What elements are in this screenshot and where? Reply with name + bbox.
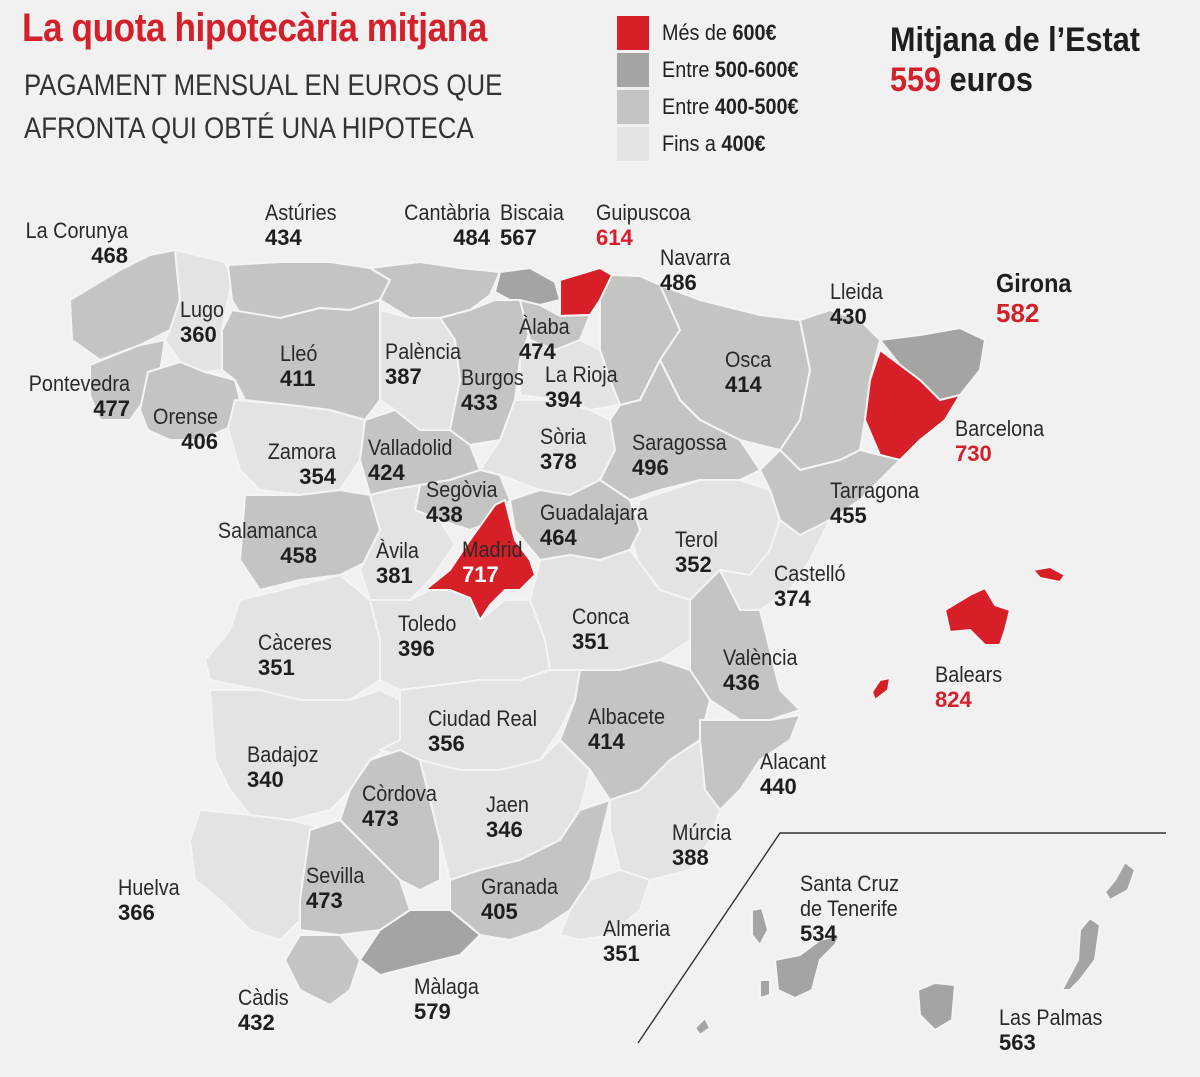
label-almeria: Almeria 351 — [603, 916, 671, 966]
region-barcelona[interactable] — [864, 349, 961, 461]
legend-swatch-red — [617, 15, 649, 50]
label-alaba: Àlaba 474 — [519, 314, 570, 364]
region-huelva[interactable] — [189, 809, 331, 941]
region-almeria[interactable] — [559, 869, 651, 941]
label-madrid: Madrid 717 — [462, 537, 523, 587]
map-title: La quota hipotecària mitjana — [22, 6, 487, 50]
label-osca: Osca 414 — [725, 347, 772, 397]
label-alacant: Alacant 440 — [760, 749, 827, 799]
label-jaen: Jaen 346 — [486, 792, 529, 842]
label-navarra: Navarra 486 — [660, 245, 731, 295]
region-santa-cruz-la-gomera[interactable] — [759, 979, 771, 999]
label-tarragona: Tarragona 455 — [830, 478, 920, 528]
region-las-palmas-lanzarote[interactable] — [1104, 861, 1136, 901]
region-balears-mallorca[interactable] — [944, 587, 1011, 646]
label-sevilla: Sevilla 473 — [306, 863, 365, 913]
region-santa-cruz-tenerife[interactable] — [774, 934, 841, 999]
label-santa-cruz-de-tenerife: Santa Cruz de Tenerife 534 — [800, 871, 900, 946]
label-saragossa: Saragossa 496 — [632, 430, 727, 480]
legend-item-over-600: Més de 600€ — [617, 14, 814, 51]
label-cantabria: Cantàbria 484 — [404, 200, 490, 250]
map-subtitle: PAGAMENT MENSUAL EN EUROS QUE AFRONTA QU… — [24, 64, 502, 150]
label-avila: Àvila 381 — [376, 538, 419, 588]
region-balears-eivissa[interactable] — [871, 677, 891, 701]
label-guipuscoa: Guipuscoa 614 — [596, 200, 691, 250]
label-ciudad-real: Ciudad Real 356 — [428, 706, 537, 756]
region-malaga[interactable] — [359, 909, 481, 976]
region-castello[interactable] — [719, 519, 831, 611]
label-huelva: Huelva 366 — [118, 875, 180, 925]
label-salamanca: Salamanca 458 — [217, 518, 317, 568]
label-palencia: Palència 387 — [385, 339, 461, 389]
label-conca: Conca 351 — [572, 604, 630, 654]
state-average-unit: euros — [941, 61, 1033, 99]
legend-swatch-light-gray — [617, 126, 649, 161]
label-la-corunya: La Corunya 468 — [25, 218, 129, 268]
label-balears: Balears 824 — [935, 662, 1003, 712]
label-badajoz: Badajoz 340 — [247, 742, 319, 792]
region-santa-cruz-la-palma[interactable] — [751, 907, 769, 946]
state-average-value: 559 — [890, 61, 942, 99]
label-zamora: Zamora 354 — [267, 439, 336, 489]
region-tarragona[interactable] — [759, 449, 901, 536]
canary-inset-frame — [637, 832, 1166, 1044]
label-toledo: Toledo 396 — [398, 611, 457, 661]
label-la-rioja: La Rioja 394 — [545, 362, 618, 412]
legend-item-400-500: Entre 400-500€ — [617, 88, 814, 125]
label-biscaia: Biscaia 567 — [500, 200, 564, 250]
label-caceres: Càceres 351 — [258, 630, 332, 680]
region-balears-menorca[interactable] — [1032, 566, 1066, 583]
region-avila[interactable] — [359, 484, 456, 601]
label-asturies: Astúries 434 — [265, 200, 337, 250]
label-soria: Sòria 378 — [540, 424, 587, 474]
region-las-palmas-fuerteventura[interactable] — [1061, 917, 1101, 991]
label-granada: Granada 405 — [481, 874, 559, 924]
state-average: Mitjana de l’Estat 559 euros — [890, 20, 1140, 100]
region-granada[interactable] — [449, 799, 611, 941]
region-guadalajara[interactable] — [509, 479, 641, 561]
region-conca[interactable] — [529, 549, 691, 671]
legend-item-under-400: Fins a 400€ — [617, 125, 814, 162]
label-albacete: Albacete 414 — [588, 704, 666, 754]
state-average-label: Mitjana de l’Estat — [890, 21, 1140, 59]
region-murcia[interactable] — [609, 739, 721, 881]
subtitle-line-2: AFRONTA QUI OBTÉ UNA HIPOTECA — [24, 112, 474, 145]
legend: Més de 600€ Entre 500-600€ Entre 400-500… — [617, 14, 814, 162]
label-valladolid: Valladolid 424 — [368, 435, 453, 485]
subtitle-line-1: PAGAMENT MENSUAL EN EUROS QUE — [24, 69, 503, 102]
label-terol: Terol 352 — [675, 527, 718, 577]
label-orense: Orense 406 — [153, 404, 218, 454]
label-lleida: Lleida 430 — [830, 279, 883, 329]
label-burgos: Burgos 433 — [461, 365, 524, 415]
label-segovia: Segòvia 438 — [426, 477, 498, 527]
label-pontevedra: Pontevedra 477 — [28, 371, 130, 421]
label-cordova: Còrdova 473 — [362, 781, 437, 831]
label-lleo: Lleó 411 — [280, 341, 318, 391]
label-murcia: Múrcia 388 — [672, 820, 732, 870]
label-cadis: Càdis 432 — [238, 985, 289, 1035]
label-castello: Castelló 374 — [774, 561, 846, 611]
label-valencia: València 436 — [723, 645, 798, 695]
label-las-palmas: Las Palmas 563 — [999, 1005, 1103, 1055]
legend-swatch-dark-gray — [617, 52, 649, 87]
region-santa-cruz-el-hierro[interactable] — [694, 1017, 711, 1036]
legend-swatch-mid-gray — [617, 89, 649, 124]
legend-item-500-600: Entre 500-600€ — [617, 51, 814, 88]
region-biscaia[interactable] — [494, 267, 561, 306]
label-guadalajara: Guadalajara 464 — [540, 500, 648, 550]
label-barcelona: Barcelona 730 — [955, 416, 1045, 466]
label-malaga: Màlaga 579 — [414, 974, 479, 1024]
label-lugo: Lugo 360 — [180, 297, 225, 347]
region-las-palmas-gran-canaria[interactable] — [917, 982, 956, 1031]
label-girona: Girona 582 — [996, 268, 1072, 328]
region-cadis[interactable] — [284, 934, 361, 1006]
